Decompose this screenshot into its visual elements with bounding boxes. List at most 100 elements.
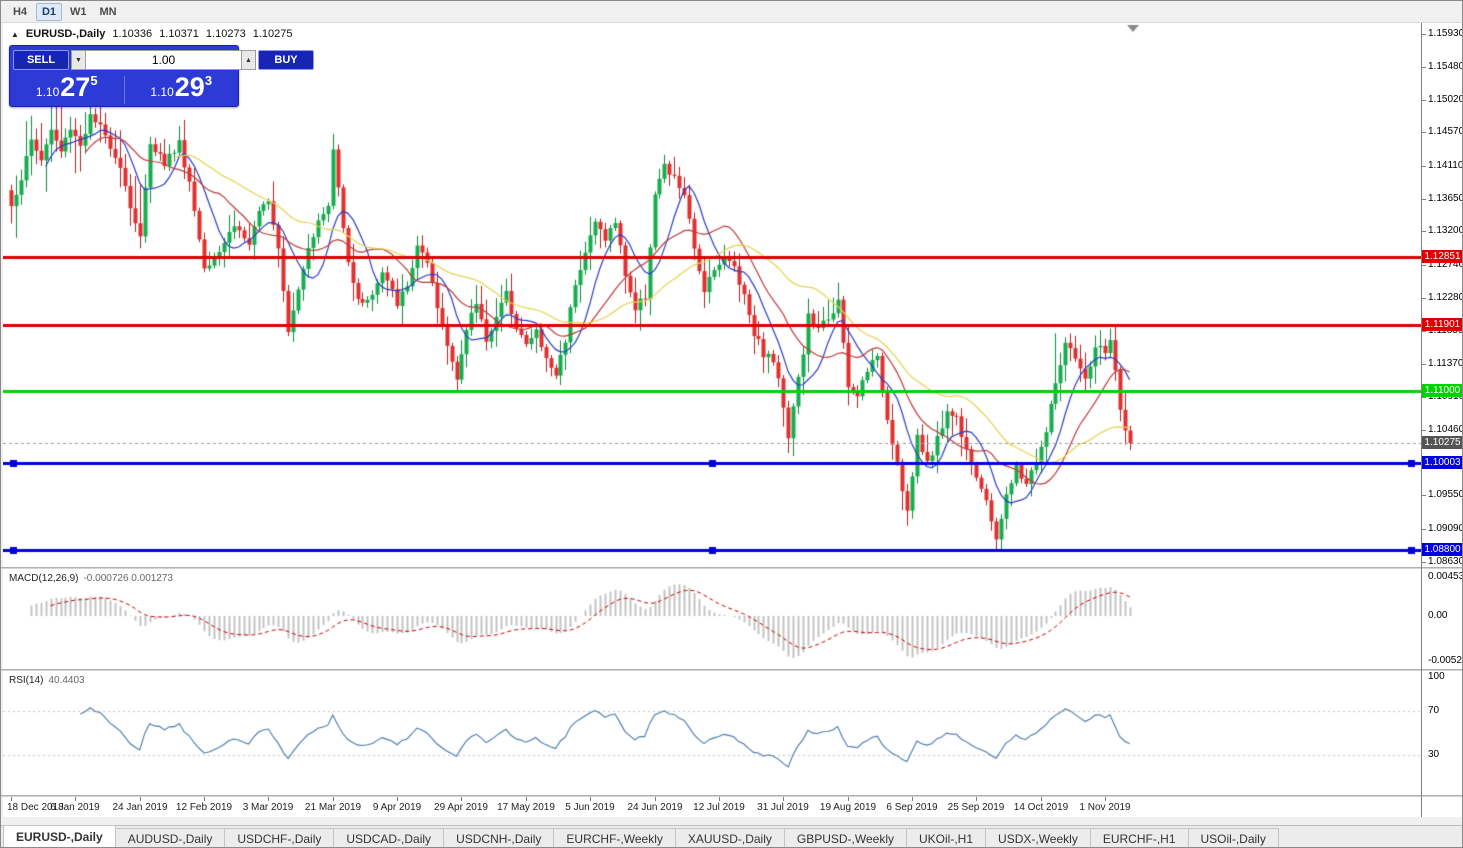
price-tick-mark [1422, 364, 1426, 365]
time-tick-mark [783, 797, 784, 801]
time-tick-label: 12 Feb 2019 [175, 802, 233, 813]
price-tick-mark [1422, 298, 1426, 299]
time-tick-label: 5 Jun 2019 [565, 802, 615, 813]
price-scale[interactable]: 1.15930 1.15480 1.15020 1.14570 1.14110 1.136… [1422, 23, 1463, 797]
timeframe-button-w1[interactable]: W1 [65, 3, 92, 21]
panel-separator[interactable] [1, 669, 1462, 671]
price-tick-mark [1422, 199, 1426, 200]
one-click-trading-panel: SELL ▼ ▲ BUY 1.10275 1.10293 [9, 45, 314, 107]
price-tick-mark [1422, 166, 1426, 167]
time-tick-mark [912, 797, 913, 801]
time-scale[interactable]: 18 Dec 2018 6 Jan 2019 24 Jan 2019 12 Feb 2… [3, 797, 1462, 817]
price-tick-label: 1.11370 [1428, 358, 1463, 369]
timeframe-button-h4[interactable]: H4 [7, 3, 33, 21]
time-tick-label: 6 Jan 2019 [50, 802, 100, 813]
chart-tab-usdcnh[interactable]: USDCNH-,Daily [443, 828, 555, 847]
time-tick-mark [1041, 797, 1042, 801]
buy-price[interactable]: 1.10293 [125, 72, 239, 107]
price-tag: 1.10003 [1422, 456, 1462, 469]
chart-tab-bar: EURUSD-,Daily AUDUSD-,Daily USDCHF-,Daily U… [1, 825, 1462, 847]
price-tick-mark [1422, 562, 1426, 563]
chart-tab-usdx[interactable]: USDX-,Weekly [985, 828, 1091, 847]
panel-separator[interactable] [1, 795, 1462, 797]
buy-price-main: 29 [174, 72, 205, 102]
panel-separator[interactable] [1, 567, 1462, 569]
scale-separator [1421, 23, 1422, 817]
rsi-indicator-canvas[interactable] [3, 671, 1421, 795]
price-tick-label: 1.12280 [1428, 292, 1463, 303]
price-tick-mark [1422, 132, 1426, 133]
price-tick-mark [1422, 430, 1426, 431]
price-tick-label: 1.15930 [1428, 28, 1463, 39]
chart-tab-usoil[interactable]: USOil-,Daily [1187, 828, 1279, 847]
price-tick-mark [1422, 331, 1426, 332]
chart-tab-audusd[interactable]: AUDUSD-,Daily [114, 828, 226, 847]
time-tick-label: 29 Apr 2019 [434, 802, 488, 813]
time-tick-mark [75, 797, 76, 801]
high-value: 1.10371 [159, 28, 199, 40]
price-tick-mark [1422, 231, 1426, 232]
chart-tab-xauusd[interactable]: XAUUSD-,Daily [674, 828, 785, 847]
buy-price-prefix: 1.10 [150, 85, 174, 99]
close-value: 1.10275 [252, 28, 293, 40]
time-tick-label: 21 Mar 2019 [304, 802, 362, 813]
volume-increase-icon[interactable]: ▲ [241, 50, 256, 70]
time-tick-label: 24 Jun 2019 [627, 802, 683, 813]
chart-tab-ukoil[interactable]: UKOil-,H1 [906, 828, 987, 847]
indicator-scale-label: 70 [1428, 705, 1440, 716]
price-divider [123, 75, 125, 104]
price-tick-mark [1422, 265, 1426, 266]
time-tick-mark [397, 797, 398, 801]
chart-tab-eurchf[interactable]: EURCHF-,Weekly [553, 828, 676, 847]
time-tick-label: 17 May 2019 [497, 802, 555, 813]
buy-button[interactable]: BUY [258, 50, 314, 70]
time-tick-mark [976, 797, 977, 801]
price-tick-mark [1422, 34, 1426, 35]
time-tick-label: 19 Aug 2019 [819, 802, 877, 813]
price-tag: 1.12851 [1422, 250, 1462, 263]
time-tick-label: 25 Sep 2019 [947, 802, 1005, 813]
volume-input[interactable] [86, 50, 241, 70]
timeframe-toolbar: H4 D1 W1 MN [1, 1, 1462, 23]
price-chart-canvas[interactable] [3, 23, 1421, 567]
open-value: 1.10336 [112, 28, 153, 40]
time-tick-label: 9 Apr 2019 [372, 802, 422, 813]
macd-values: -0.000726 0.001273 [83, 573, 173, 584]
sell-button[interactable]: SELL [13, 50, 69, 70]
chart-tab-gbpusd[interactable]: GBPUSD-,Weekly [783, 828, 908, 847]
sell-price-pipette: 5 [90, 73, 98, 88]
chart-tab-eurusd[interactable]: EURUSD-,Daily [3, 825, 116, 847]
time-tick-label: 6 Sep 2019 [886, 802, 938, 813]
price-tick-label: 1.15020 [1428, 94, 1463, 105]
timeframe-button-d1[interactable]: D1 [36, 2, 62, 21]
price-tick-label: 1.12740 [1428, 259, 1463, 270]
chart-tab-usdcad[interactable]: USDCAD-,Daily [333, 828, 445, 847]
time-tick-mark [268, 797, 269, 801]
time-tick-label: 24 Jan 2019 [112, 802, 168, 813]
time-tick-label: 31 Jul 2019 [757, 802, 809, 813]
price-tag: 1.08800 [1422, 543, 1462, 556]
chart-tab-eurchf[interactable]: EURCHF-,H1 [1089, 828, 1189, 847]
price-tick-label: 1.08630 [1428, 556, 1463, 567]
price-tick-label: 1.10460 [1428, 424, 1463, 435]
price-tick-mark [1422, 397, 1426, 398]
panel-collapse-icon[interactable]: ▲ [11, 29, 19, 39]
macd-indicator-canvas[interactable] [3, 569, 1421, 669]
low-value: 1.10273 [205, 28, 246, 40]
time-tick-mark [590, 797, 591, 801]
indicator-scale-label: 100 [1428, 671, 1445, 682]
time-tick-label: 3 Mar 2019 [242, 802, 294, 813]
sell-price[interactable]: 1.10275 [10, 72, 124, 107]
chart-tab-usdchf[interactable]: USDCHF-,Daily [224, 828, 335, 847]
indicator-scale-label: -0.005205 [1428, 655, 1462, 666]
sell-price-prefix: 1.10 [35, 85, 60, 99]
indicator-scale-label: 0.00 [1428, 610, 1448, 621]
price-tick-label: 1.13650 [1428, 193, 1463, 204]
timeframe-button-mn[interactable]: MN [95, 3, 122, 21]
price-tag: 1.10275 [1422, 436, 1462, 449]
buy-price-pipette: 3 [204, 73, 213, 88]
volume-decrease-icon[interactable]: ▼ [71, 50, 86, 70]
price-tick-label: 1.09090 [1428, 523, 1463, 534]
time-tick-mark [655, 797, 656, 801]
